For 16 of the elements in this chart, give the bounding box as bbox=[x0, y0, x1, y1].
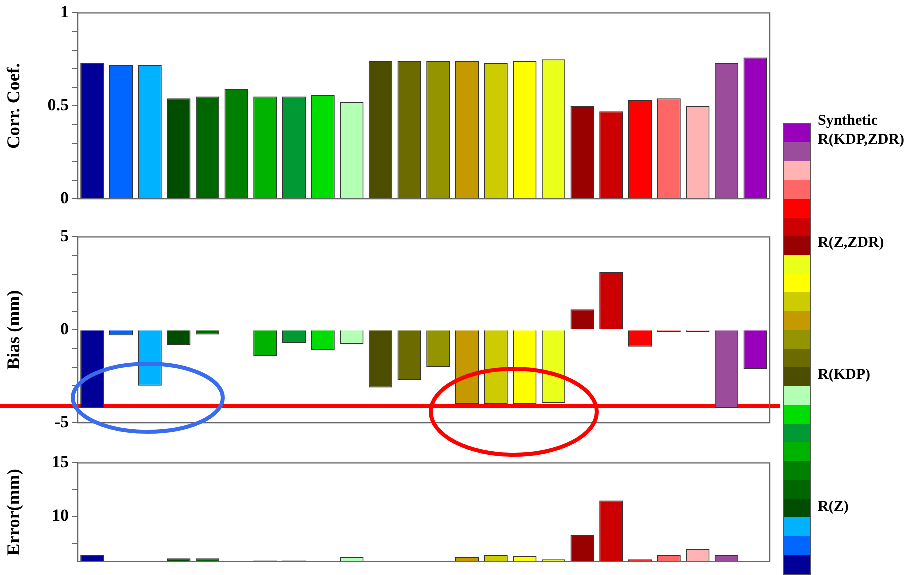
text: R(KDP) bbox=[818, 367, 870, 384]
y-tick-label: 10 bbox=[52, 506, 69, 526]
y-tick-label: 0 bbox=[60, 188, 69, 208]
y-axis-title: Error(mm) bbox=[3, 469, 24, 556]
text: R(KDP,ZDR) bbox=[818, 132, 905, 149]
text: Synthetic bbox=[818, 113, 878, 130]
y-tick-label: 5 bbox=[60, 226, 69, 246]
y-tick-label: 15 bbox=[52, 452, 69, 472]
y-tick-label: -5 bbox=[54, 412, 69, 432]
y-axis-title: Corr. Coef. bbox=[3, 63, 24, 150]
y-axis-title: Bias (mm) bbox=[3, 290, 24, 370]
text: R(Z,ZDR) bbox=[818, 235, 884, 252]
text: R(Z) bbox=[818, 499, 849, 516]
y-tick-label: 0 bbox=[60, 319, 69, 338]
y-tick-label: 1 bbox=[60, 2, 69, 22]
y-tick-label: 0.5 bbox=[48, 95, 69, 114]
